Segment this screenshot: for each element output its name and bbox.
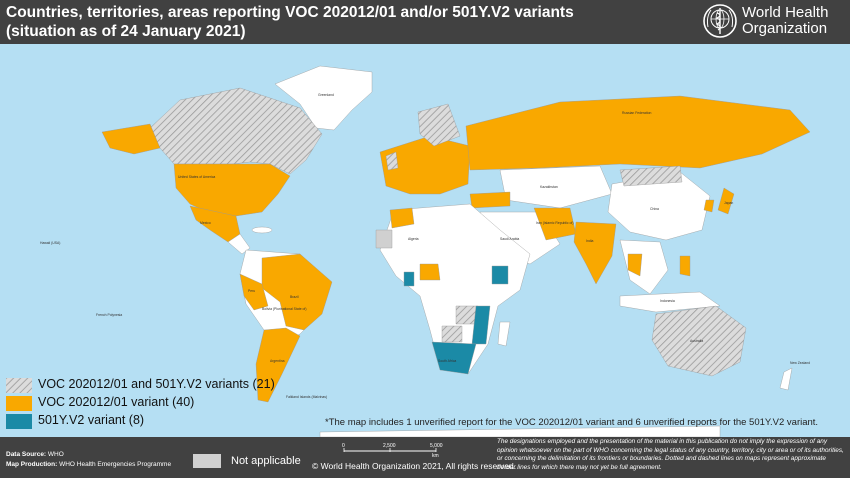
who-name: World Health Organization (742, 5, 828, 37)
org-line-2: Organization (742, 20, 828, 37)
who-logo: World Health Organization (702, 3, 842, 41)
map-production: Map Production: WHO Health Emergencies P… (6, 461, 171, 468)
footer-bar: Data Source: WHO Map Production: WHO Hea… (0, 437, 850, 478)
footnote: *The map includes 1 unverified report fo… (325, 417, 819, 428)
map-title: Countries, territories, areas reporting … (6, 3, 574, 41)
data-source-value: WHO (47, 451, 64, 458)
label-bolivia: Bolivia (Plurinational State of) (262, 307, 306, 311)
title-line-1: Countries, territories, areas reporting … (6, 4, 574, 21)
data-source: Data Source: WHO (6, 451, 64, 458)
legend-swatch-501y (6, 414, 32, 429)
legend-label-501y: 501Y.V2 variant (8) (38, 413, 145, 427)
japan-shape (717, 187, 735, 215)
scandinavia-shape (417, 103, 461, 147)
label-brazil: Brazil (290, 295, 299, 299)
label-peru: Peru (248, 289, 255, 293)
kenya-shape (491, 265, 509, 285)
morocco-shape (389, 207, 415, 229)
map-canvas: Greenland Russian Federation United Stat… (40, 65, 811, 437)
label-russia: Russian Federation (622, 111, 652, 115)
scale-bar: 0 2,500 5,000 km (342, 443, 443, 459)
china-shape (607, 171, 711, 241)
indonesia-shape (619, 291, 721, 313)
scale-label-2500: 2,500 (383, 443, 396, 449)
data-source-label: Data Source: (6, 451, 47, 458)
not-applicable-label: Not applicable (231, 455, 301, 467)
hatch-swatch-icon (6, 378, 32, 393)
thailand-shape (627, 253, 643, 277)
label-australia: Australia (690, 339, 703, 343)
scale-label-0: 0 (342, 443, 345, 449)
label-hawaii: Hawaii (USA) (40, 241, 60, 245)
label-saudi: Saudi Arabia (500, 237, 519, 241)
mongolia-shape (619, 165, 683, 187)
label-india: India (586, 239, 593, 243)
korea-shape (703, 199, 715, 213)
legend-label-voc: VOC 202012/01 variant (40) (38, 395, 195, 409)
label-french-polynesia: French Polynesia (96, 313, 122, 317)
map-production-value: WHO Health Emergencies Programme (59, 461, 172, 468)
label-greenland: Greenland (318, 93, 334, 97)
label-new-zealand: New Zealand (790, 361, 810, 365)
greenland-shape (274, 65, 373, 131)
india-shape (573, 221, 617, 285)
legend-label-both: VOC 202012/01 and 501Y.V2 variants (21) (38, 377, 275, 391)
label-south-africa: South Africa (438, 359, 456, 363)
header-bar: Countries, territories, areas reporting … (0, 0, 850, 44)
botswana-shape (441, 325, 463, 343)
label-mexico: Mexico (200, 221, 211, 225)
uk-shape (385, 151, 399, 171)
label-argentina: Argentina (270, 359, 285, 363)
usa-shape (173, 163, 291, 217)
peru-shape (239, 273, 269, 311)
copyright: © World Health Organization 2021, All ri… (312, 461, 517, 471)
label-kazakhstan: Kazakhstan (540, 185, 558, 189)
new-zealand-shape (779, 367, 793, 391)
caribbean-islands-shape (251, 226, 273, 234)
scale-label-5000: 5,000 (430, 443, 443, 449)
not-applicable-swatch (193, 454, 221, 468)
map-labels: Greenland Russian Federation United Stat… (40, 93, 810, 399)
label-algeria: Algeria (408, 237, 419, 241)
who-emblem-icon (703, 4, 737, 38)
map-production-label: Map Production: (6, 461, 58, 468)
disclaimer: The designations employed and the presen… (497, 438, 844, 471)
central-america-shape (227, 233, 251, 255)
western-sahara-shape (375, 229, 393, 249)
label-falkland: Falkland Islands (Malvinas) (286, 395, 327, 399)
label-indonesia: Indonesia (660, 299, 675, 303)
philippines-shape (679, 255, 691, 277)
label-china: China (650, 207, 659, 211)
africa-shape (379, 203, 531, 375)
ghana-shape (403, 271, 415, 287)
org-line-1: World Health (742, 4, 829, 21)
turkey-shape (469, 191, 511, 209)
title-line-2: (situation as of 24 January 2021) (6, 23, 246, 40)
chile-argentina-shape (255, 327, 301, 403)
antarctica-shape (319, 425, 721, 437)
se-asia-shape (619, 239, 669, 295)
madagascar-shape (497, 321, 511, 347)
nigeria-shape (419, 263, 441, 281)
mozambique-shape (471, 305, 491, 345)
label-usa: United States of America (178, 175, 215, 179)
legend-swatch-voc (6, 396, 32, 411)
alaska-shape (101, 123, 161, 155)
label-japan: Japan (724, 201, 733, 205)
russia-shape (465, 95, 811, 171)
label-iran: Iran (Islamic Republic of) (536, 221, 574, 225)
world-map: Greenland Russian Federation United Stat… (0, 44, 850, 437)
australia-shape (651, 305, 747, 377)
brazil-shape (261, 253, 333, 331)
south-africa-shape (431, 341, 477, 375)
scale-unit: km (432, 453, 439, 459)
legend-swatch-both (6, 378, 32, 393)
